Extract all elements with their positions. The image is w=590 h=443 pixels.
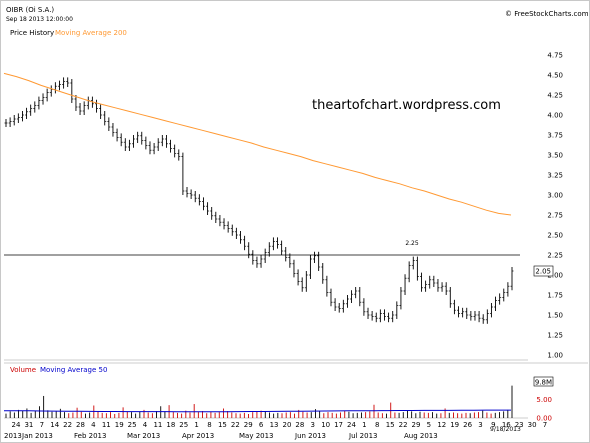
x-tick-label: 10 [321,421,330,429]
x-tick-label: 18 [166,421,175,429]
x-tick-label: 22 [231,421,240,429]
price-tick-label: 1.25 [547,332,563,340]
last-value-label: 2.05 [535,268,551,276]
volume-last-box [533,376,554,387]
price-tick-label: 3.00 [547,192,563,200]
x-tick-label: 24 [347,421,356,429]
x-tick-label: 11 [153,421,162,429]
resistance-label: 2.25 [405,240,419,247]
x-tick-label: 15 [386,421,395,429]
x-tick-label: 20 [282,421,291,429]
month-label: Jun 2013 [294,432,326,440]
x-tick-label: 22 [399,421,408,429]
x-tick-label: 3 [478,421,482,429]
price-history-label: Price History [10,29,55,37]
x-tick-label: 31 [24,421,33,429]
volume-tick-label: 0.00 [536,415,552,423]
month-label: Aug 2013 [404,432,438,440]
x-tick-label: 6 [259,421,264,429]
x-tick-label: 23 [515,421,524,429]
price-tick-label: 4.00 [547,112,563,120]
symbol-title: OIBR (Oi S.A.) [6,6,55,14]
ma200-line [3,72,512,216]
price-tick-label: 1.00 [547,352,563,360]
x-tick-label: 4 [91,421,96,429]
x-tick-label: 1 [362,421,366,429]
month-label: 2013 [4,432,22,440]
price-tick-label: 2.75 [547,212,563,220]
x-tick-label: 8 [207,421,211,429]
x-tick-label: 30 [528,421,537,429]
x-tick-label: 9 [491,421,495,429]
price-tick-label: 1.50 [547,312,563,320]
x-tick-label: 16 [502,421,511,429]
x-tick-label: 17 [334,421,343,429]
volume-tick-label: 9.8M [535,379,552,387]
price-tick-label: 3.75 [547,132,563,140]
x-tick-label: 14 [50,421,59,429]
chart-date: Sep 18 2013 12:00:00 [6,16,73,23]
x-tick-label: 13 [270,421,279,429]
x-tick-label: 29 [244,421,253,429]
price-tick-label: 4.25 [547,92,563,100]
x-tick-label: 25 [179,421,188,429]
month-label: Jul 2013 [348,432,378,440]
x-tick-label: 15 [218,421,227,429]
price-tick-label: 4.50 [547,72,563,80]
x-tick-label: 25 [128,421,137,429]
x-tick-label: 7 [543,421,547,429]
price-tick-label: 4.75 [547,52,563,60]
volume-label: Volume [10,366,37,374]
price-tick-label: 1.75 [547,292,563,300]
volume-tick-label: 5.00 [536,396,552,404]
x-tick-label: 12 [437,421,446,429]
x-tick-label: 5 [427,421,431,429]
x-tick-label: 1 [194,421,198,429]
x-tick-label: 28 [295,421,304,429]
x-tick-label: 22 [63,421,72,429]
volume-ma50-line [4,409,511,413]
last-value-box [533,265,554,277]
credit-link[interactable]: © FreeStockCharts.com [505,10,589,18]
price-tick-label: 2.25 [547,252,563,260]
month-label: Mar 2013 [127,432,160,440]
x-tick-label: 29 [412,421,421,429]
ma200-label: Moving Average 200 [55,29,127,37]
month-label: Feb 2013 [74,432,106,440]
x-tick-label: 11 [102,421,111,429]
x-tick-label: 28 [76,421,85,429]
x-tick-label: 19 [450,421,459,429]
price-tick-label: 3.25 [547,172,563,180]
month-label: Apr 2013 [182,432,214,440]
x-tick-label: 7 [40,421,44,429]
price-tick-label: 2.00 [547,272,563,280]
month-label: May 2013 [239,432,274,440]
x-tick-label: 24 [12,421,21,429]
date-stamp: 9/18/2013 [490,426,521,433]
vol-ma50-label: Moving Average 50 [40,366,108,374]
x-tick-label: 26 [463,421,472,429]
watermark: theartofchart.wordpress.com [312,98,501,113]
price-tick-label: 2.50 [547,232,563,240]
x-tick-label: 3 [311,421,315,429]
price-tick-label: 3.50 [547,152,563,160]
x-tick-label: 8 [375,421,379,429]
x-tick-label: 19 [115,421,124,429]
x-tick-label: 4 [143,421,148,429]
month-label: Jan 2013 [21,432,53,440]
